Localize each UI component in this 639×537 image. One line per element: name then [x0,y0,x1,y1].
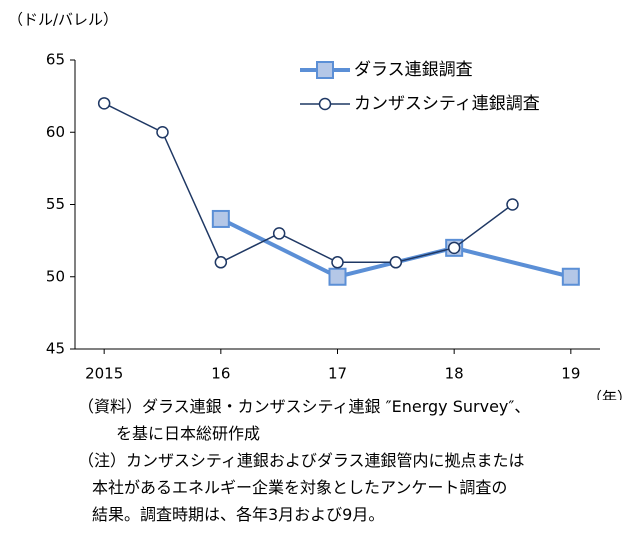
y-tick-label: 45 [46,340,65,358]
y-unit: （ドル/バレル） [8,11,118,29]
marker [211,209,230,228]
marker [331,256,344,269]
y-tick-label: 50 [46,267,65,285]
marker [447,241,461,255]
note-line: 本社があるエネルギー企業を対象としたアンケート調査の [92,478,508,497]
marker [561,267,580,286]
x-tick-label: 19 [561,365,580,383]
legend-label: カンザスシティ連銀調査 [354,94,540,114]
y-tick-label: 65 [46,51,65,69]
marker [389,256,403,269]
chart: （ドル/バレル） （年） 45 50 55 60 65 2015 16 17 18 19 ダラス連銀… [8,11,632,401]
x-tick-label: 18 [445,365,464,383]
marker [506,198,519,211]
note-line: （注）カンザスシティ連銀およびダラス連銀管内に拠点または [78,451,525,470]
marker [156,126,169,139]
x-tick-label: 2015 [85,365,123,383]
marker [97,97,111,110]
x-tick-label: 17 [328,365,347,383]
marker [328,267,347,286]
y-tick-label: 55 [46,195,65,213]
legend-label: ダラス連銀調査 [354,60,473,80]
marker [214,256,228,269]
y-tick-label: 60 [46,123,65,141]
x-unit: （年） [587,389,632,401]
marker [318,97,332,111]
note-line: （資料）ダラス連銀・カンザスシティ連銀 ″Energy Survey″、 [78,397,531,416]
marker [272,227,286,240]
note-line: 結果。調査時期は、各年3月および9月。 [92,505,385,524]
marker [316,61,334,79]
series-line [103,102,513,264]
note-line: を基に日本総研作成 [116,424,261,443]
x-tick-label: 16 [211,365,230,383]
